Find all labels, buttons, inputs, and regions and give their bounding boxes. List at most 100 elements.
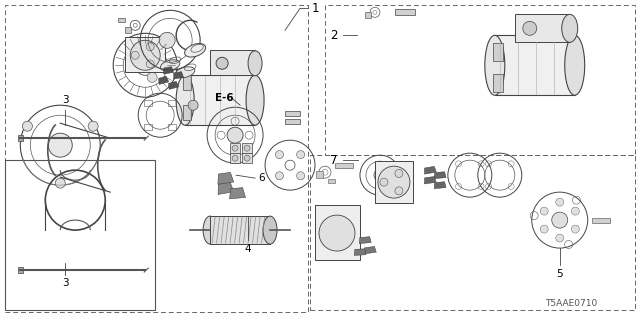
Bar	[210, 216, 270, 244]
Bar	[144, 124, 152, 130]
Circle shape	[572, 207, 579, 215]
Bar	[310, 155, 635, 310]
Circle shape	[523, 21, 537, 35]
Circle shape	[88, 121, 98, 131]
Circle shape	[147, 48, 157, 58]
Polygon shape	[364, 246, 376, 254]
Text: 1: 1	[312, 2, 319, 15]
Polygon shape	[424, 177, 436, 184]
Bar	[285, 119, 300, 124]
Bar	[365, 12, 371, 18]
Polygon shape	[354, 249, 366, 255]
Bar	[168, 100, 176, 106]
Text: 4: 4	[244, 244, 252, 254]
Circle shape	[275, 151, 284, 159]
Polygon shape	[173, 72, 184, 79]
Circle shape	[319, 215, 355, 251]
Text: 7: 7	[330, 154, 338, 167]
Bar	[118, 18, 125, 22]
Polygon shape	[159, 76, 169, 84]
Bar	[242, 153, 252, 163]
Ellipse shape	[248, 51, 262, 76]
Circle shape	[380, 178, 388, 186]
Circle shape	[540, 225, 548, 233]
Ellipse shape	[176, 75, 194, 125]
Bar	[183, 75, 191, 90]
Circle shape	[146, 43, 154, 51]
Circle shape	[227, 127, 243, 143]
Circle shape	[296, 172, 305, 180]
Circle shape	[22, 121, 33, 131]
Polygon shape	[218, 172, 234, 184]
Bar	[19, 135, 23, 141]
Bar	[325, 5, 635, 155]
Circle shape	[572, 225, 579, 233]
Bar	[335, 163, 353, 168]
Polygon shape	[434, 172, 446, 179]
Bar	[315, 205, 360, 260]
Bar	[125, 37, 165, 72]
Ellipse shape	[246, 75, 264, 125]
Circle shape	[216, 57, 228, 69]
Bar	[168, 124, 176, 130]
Bar	[144, 100, 152, 106]
Ellipse shape	[203, 216, 217, 244]
Circle shape	[275, 172, 284, 180]
Bar	[210, 50, 255, 75]
Circle shape	[146, 60, 154, 68]
Ellipse shape	[175, 67, 195, 78]
Circle shape	[131, 51, 139, 59]
Ellipse shape	[485, 35, 505, 95]
Circle shape	[540, 207, 548, 215]
Polygon shape	[434, 182, 446, 189]
Polygon shape	[168, 81, 179, 89]
Circle shape	[556, 198, 564, 206]
Circle shape	[395, 187, 403, 195]
Bar	[230, 153, 240, 163]
Bar	[493, 74, 503, 92]
Circle shape	[244, 155, 250, 161]
Bar	[493, 43, 503, 61]
Circle shape	[55, 178, 65, 188]
Bar	[395, 9, 415, 15]
Circle shape	[552, 212, 568, 228]
Ellipse shape	[263, 216, 277, 244]
Text: 6: 6	[258, 173, 265, 183]
Text: 3: 3	[62, 278, 68, 288]
Text: 3: 3	[62, 95, 68, 105]
Circle shape	[296, 151, 305, 159]
Polygon shape	[230, 188, 246, 199]
Circle shape	[244, 145, 250, 151]
Bar	[230, 143, 240, 153]
Bar	[5, 160, 155, 310]
Circle shape	[232, 145, 238, 151]
Bar	[375, 161, 413, 203]
Bar	[285, 111, 300, 116]
Polygon shape	[164, 67, 173, 74]
Bar	[125, 27, 131, 33]
Circle shape	[188, 100, 198, 110]
Polygon shape	[218, 182, 234, 195]
Polygon shape	[359, 237, 371, 244]
Circle shape	[48, 133, 72, 157]
Bar	[242, 143, 252, 153]
Text: 5: 5	[556, 269, 563, 279]
Bar	[185, 75, 255, 125]
Bar	[328, 179, 335, 183]
Ellipse shape	[564, 35, 585, 95]
Ellipse shape	[161, 60, 180, 71]
Circle shape	[378, 166, 410, 198]
Circle shape	[159, 32, 175, 48]
Circle shape	[556, 234, 564, 242]
Circle shape	[374, 169, 386, 181]
Text: 2: 2	[330, 29, 338, 42]
Circle shape	[147, 72, 157, 82]
Circle shape	[126, 60, 136, 70]
Bar	[19, 267, 23, 273]
Bar	[592, 218, 610, 223]
Polygon shape	[424, 166, 436, 174]
Ellipse shape	[184, 44, 205, 57]
Bar	[183, 105, 191, 120]
Circle shape	[130, 40, 160, 70]
Bar	[316, 171, 323, 178]
